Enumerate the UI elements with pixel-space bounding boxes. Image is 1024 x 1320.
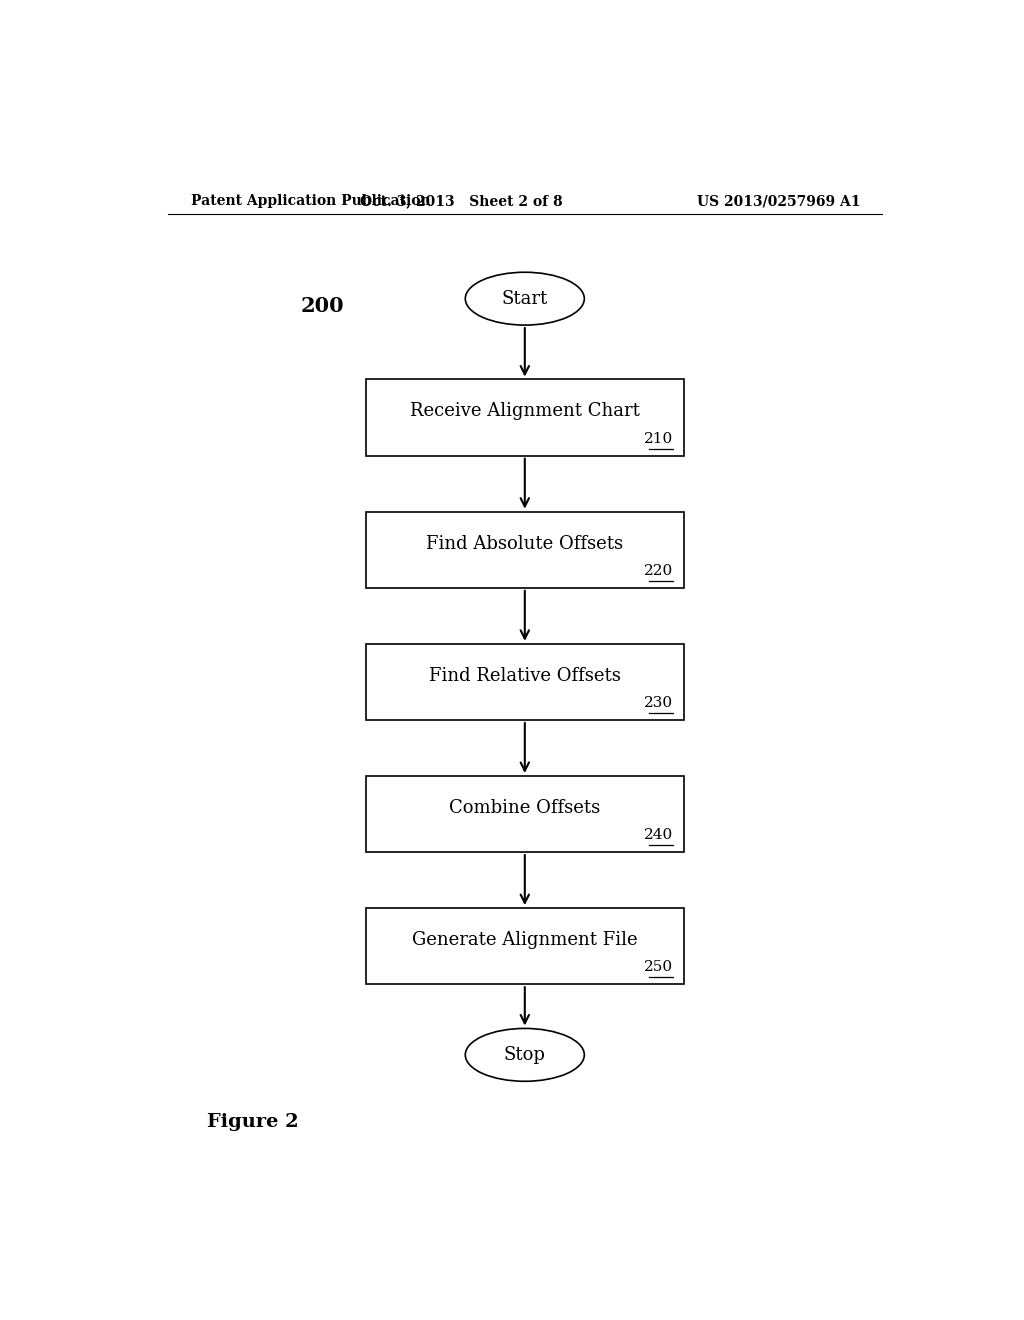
Text: Find Relative Offsets: Find Relative Offsets [429, 667, 621, 685]
Text: 230: 230 [644, 696, 673, 710]
Text: US 2013/0257969 A1: US 2013/0257969 A1 [697, 194, 860, 209]
Text: 240: 240 [644, 828, 673, 842]
Text: Oct. 3, 2013   Sheet 2 of 8: Oct. 3, 2013 Sheet 2 of 8 [360, 194, 562, 209]
Bar [367, 776, 684, 853]
Bar [367, 512, 684, 587]
Text: 210: 210 [644, 432, 673, 446]
Text: 200: 200 [301, 296, 344, 315]
Bar [367, 908, 684, 985]
Text: Patent Application Publication: Patent Application Publication [191, 194, 431, 209]
Text: Receive Alignment Chart: Receive Alignment Chart [410, 403, 640, 421]
Text: 220: 220 [644, 564, 673, 578]
Text: Figure 2: Figure 2 [207, 1113, 299, 1131]
Text: Stop: Stop [504, 1045, 546, 1064]
Bar [367, 644, 684, 719]
Text: 250: 250 [644, 960, 673, 974]
Text: Combine Offsets: Combine Offsets [450, 799, 600, 817]
Text: Generate Alignment File: Generate Alignment File [412, 931, 638, 949]
Text: Find Absolute Offsets: Find Absolute Offsets [426, 535, 624, 553]
Text: Start: Start [502, 289, 548, 308]
Bar [367, 379, 684, 455]
